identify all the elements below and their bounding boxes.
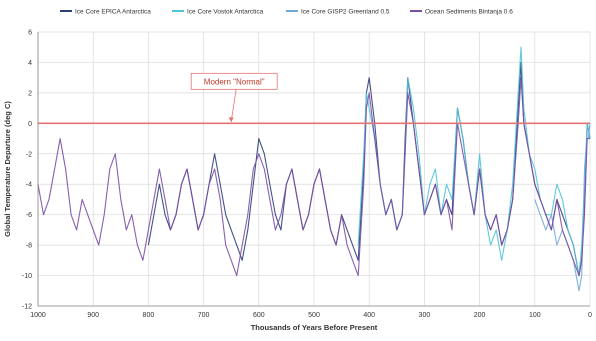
y-tick-label: 2 (28, 90, 32, 97)
legend-label: Ice Core Vostok Antarctica (187, 9, 264, 16)
y-tick-label: 6 (28, 30, 32, 37)
x-tick-label: 600 (253, 312, 265, 319)
y-tick-label: -12 (22, 304, 32, 311)
series-line-4 (37, 77, 590, 277)
x-tick-label: 200 (474, 312, 486, 319)
y-tick-label: -8 (26, 243, 32, 250)
y-tick-label: -2 (26, 151, 32, 158)
chart-axes: 1000 900 800 700 600 500 400 300 200 100 0-12-10-8… (22, 30, 592, 320)
series-line-2 (357, 46, 591, 277)
series-line-3 (534, 123, 591, 292)
annotation-box (190, 72, 278, 90)
chart-series (37, 46, 591, 292)
x-tick-label: 1000 (30, 312, 46, 319)
x-tick-label: 300 (419, 312, 431, 319)
x-tick-label: 0 (588, 312, 592, 319)
y-tick-label: -10 (22, 273, 32, 280)
annotation-arrowhead (228, 117, 234, 123)
legend-label: Ice Core GISP2 Greenland 0.5 (301, 9, 390, 16)
x-tick-label: 500 (308, 312, 320, 319)
y-tick-label: -6 (26, 212, 32, 219)
y-tick-label: -4 (26, 182, 32, 189)
x-tick-label: 400 (363, 312, 375, 319)
chart-legend: Ice Core EPICA Antarctica Ice Core Vostok… (60, 9, 513, 16)
x-tick-label: 900 (87, 312, 99, 319)
y-tick-label: 4 (28, 60, 32, 67)
y-axis-title: Global Temperature Departure (deg C) (3, 101, 12, 237)
x-tick-label: 100 (529, 312, 541, 319)
chart-grid (37, 31, 591, 307)
y-tick-label: 0 (28, 121, 32, 128)
legend-label: Ice Core EPICA Antarctica (75, 9, 151, 16)
x-axis-title: Thousands of Years Before Present (251, 323, 378, 332)
x-tick-label: 800 (143, 312, 155, 319)
annotation-group: Modern "Normal" (190, 72, 278, 123)
annotation-label: Modern "Normal" (204, 77, 265, 86)
annotation-arrow (230, 89, 237, 122)
x-tick-label: 700 (198, 312, 210, 319)
legend-label: Ocean Sediments Bintanja 0.6 (425, 9, 513, 16)
